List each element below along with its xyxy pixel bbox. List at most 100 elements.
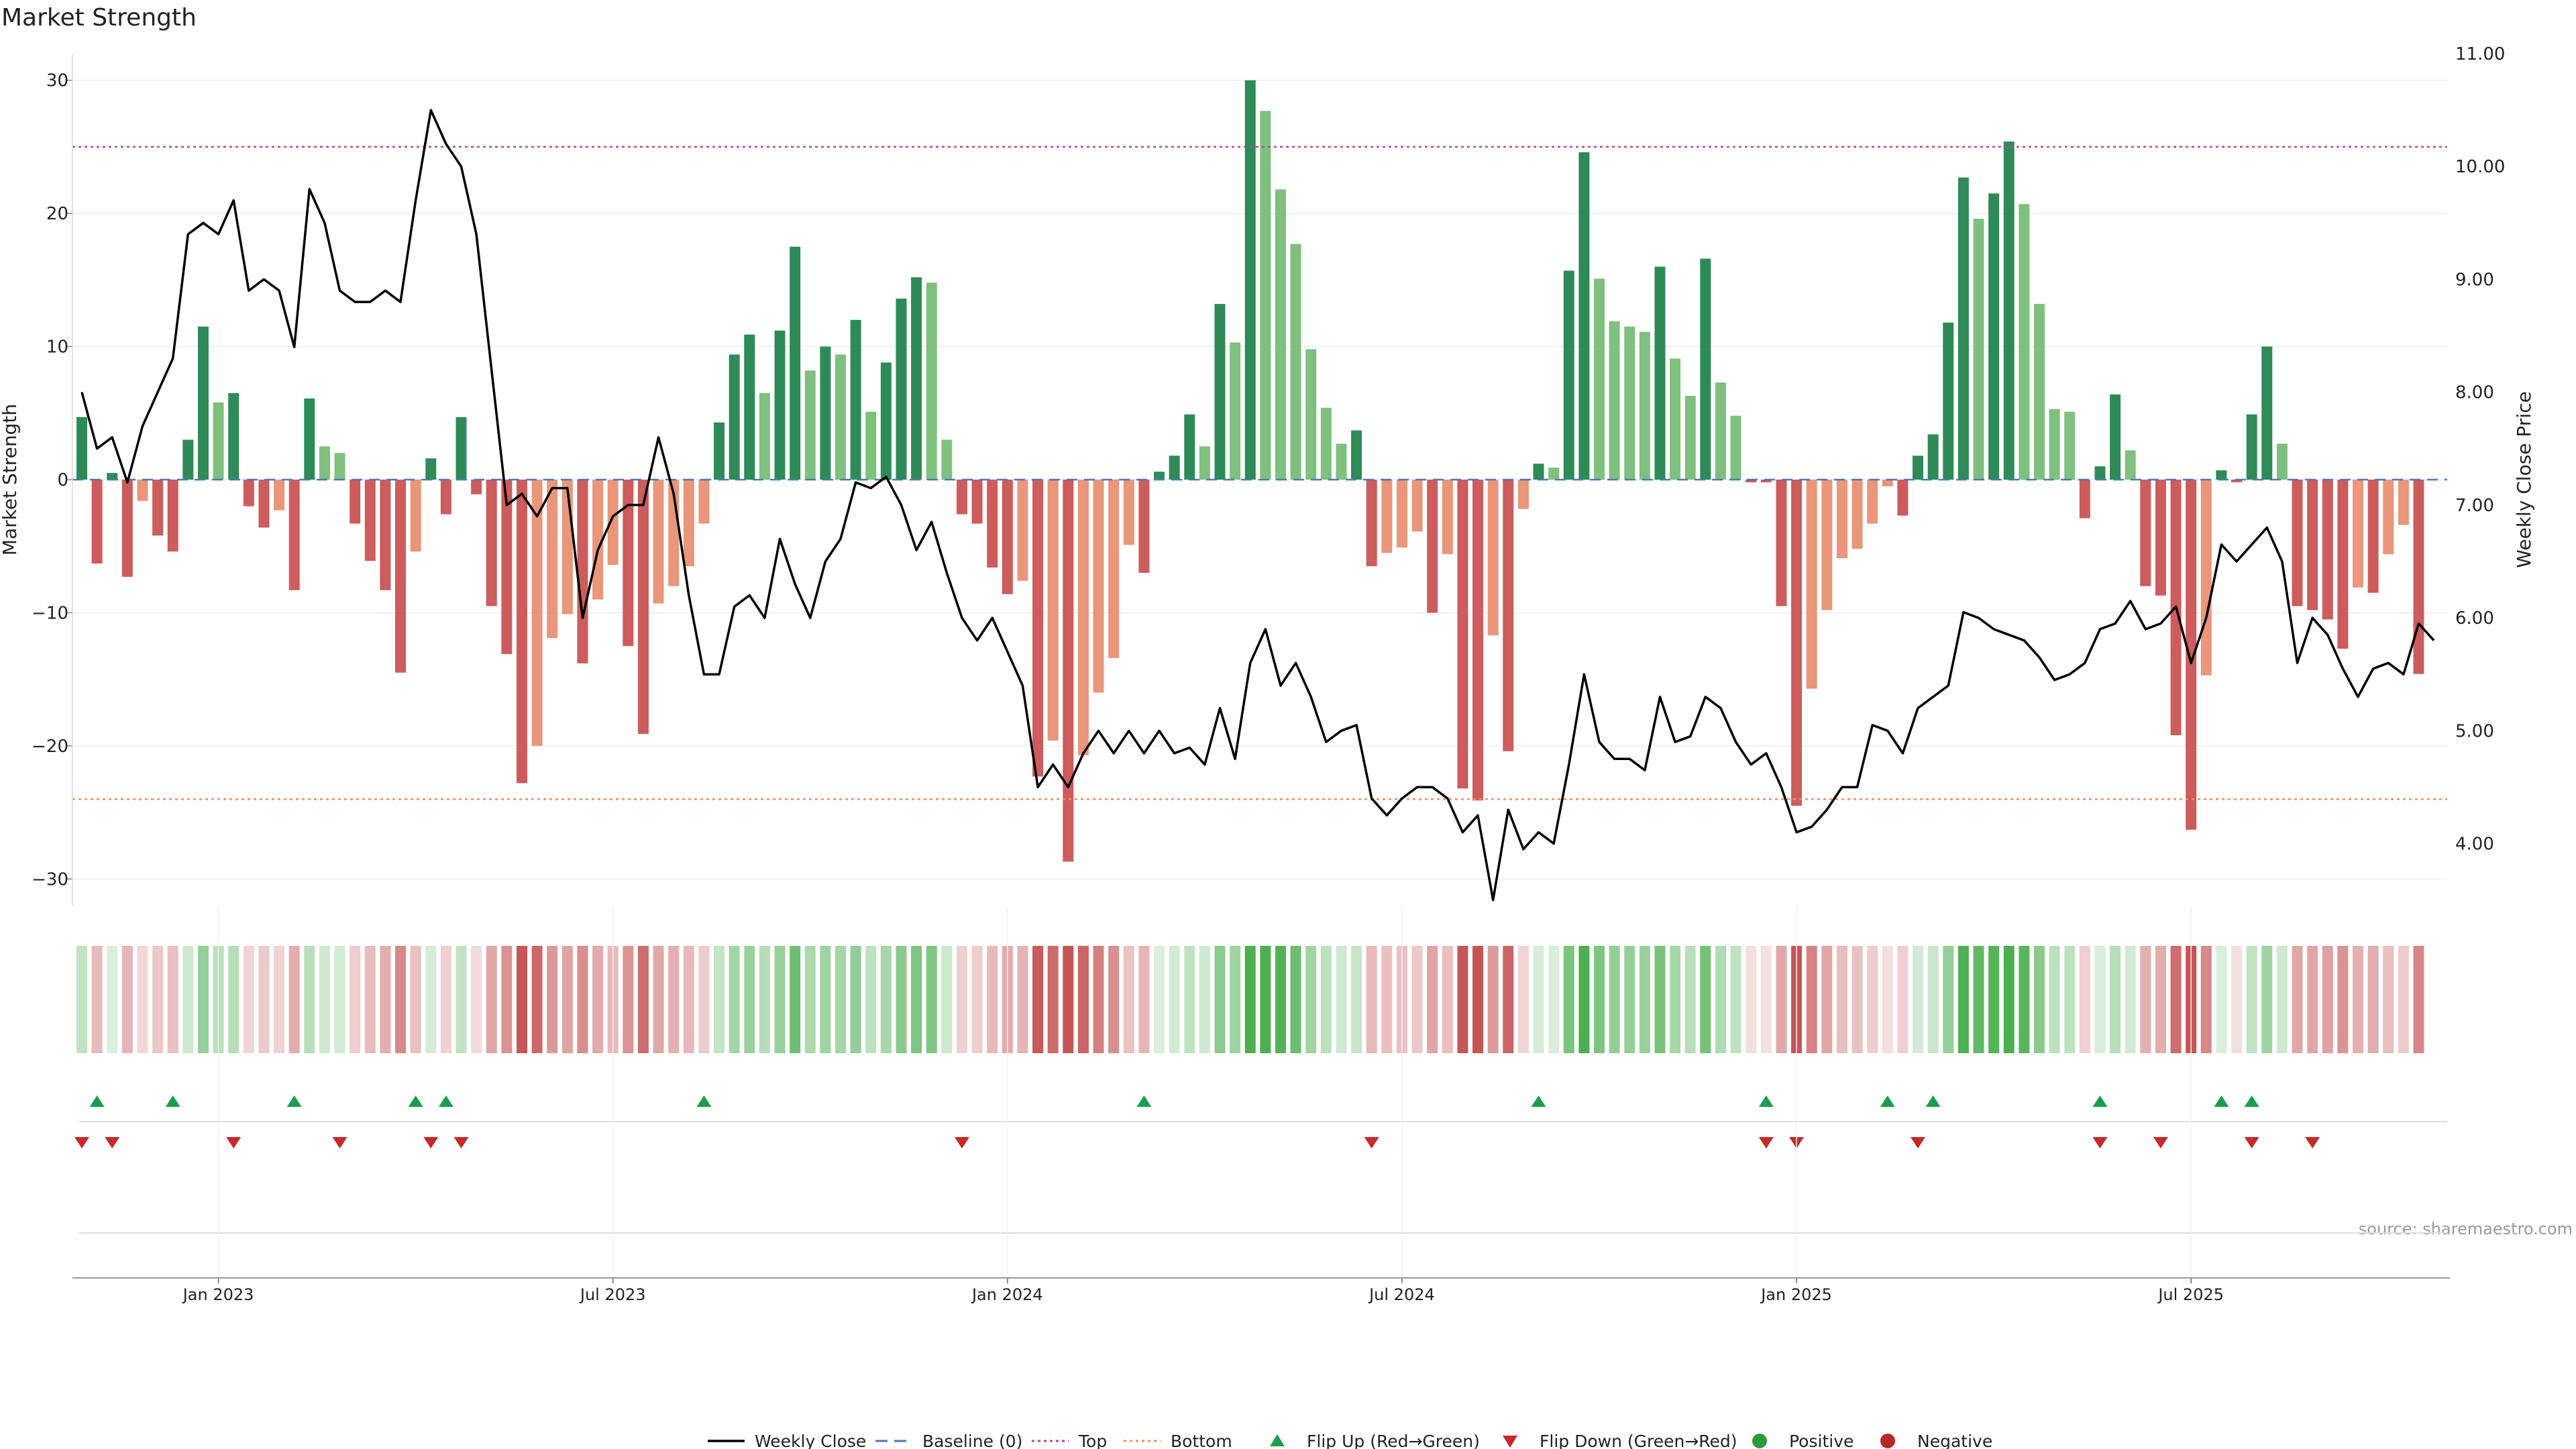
heat-cell (1867, 946, 1878, 1053)
right-tick-label: 11.00 (2455, 44, 2505, 64)
strength-bar (1154, 472, 1165, 480)
heat-cell (121, 946, 133, 1053)
heat-cell (1670, 946, 1681, 1053)
strength-bar (759, 393, 770, 480)
heat-cell (2307, 946, 2318, 1053)
strength-bar (2353, 480, 2363, 588)
strength-bar (911, 277, 922, 480)
heat-cell (1897, 946, 1909, 1053)
right-tick-label: 7.00 (2455, 496, 2494, 516)
heat-cell (2125, 946, 2136, 1053)
strength-bar (2155, 480, 2166, 596)
strength-bar (364, 480, 376, 561)
heat-cell (1123, 946, 1134, 1053)
heat-cell (714, 946, 725, 1053)
heat-cell (2094, 946, 2106, 1053)
flip-up-marker (408, 1095, 423, 1107)
heat-cell (486, 946, 497, 1053)
strength-bar (804, 370, 816, 480)
strength-bar (1624, 326, 1635, 480)
strength-bar (790, 246, 801, 480)
legend-label: Flip Down (Green→Red) (1540, 1432, 1737, 1449)
heat-cell (2353, 946, 2363, 1053)
flip-up-marker (1531, 1095, 1546, 1107)
strength-bar (820, 346, 831, 480)
strength-bar (1002, 480, 1013, 594)
heat-cell (2110, 946, 2121, 1053)
heat-cell (243, 946, 254, 1053)
strength-bar (956, 480, 967, 515)
strength-bar (2367, 480, 2379, 593)
strength-bar (1169, 455, 1180, 480)
strength-bar (2216, 470, 2227, 480)
heat-cell (1230, 946, 1241, 1053)
flip-down-marker (2244, 1137, 2259, 1148)
heat-cell (1821, 946, 1833, 1053)
strength-bar (1381, 480, 1393, 553)
strength-bar (1776, 480, 1787, 606)
legend-swatch-circle (1880, 1434, 1895, 1448)
heat-cell (1927, 946, 1939, 1053)
heat-cell (880, 946, 892, 1053)
strength-bar (1913, 455, 1924, 480)
strength-bar (2398, 480, 2409, 525)
legend-label: Top (1078, 1432, 1107, 1449)
weekly-close-line (80, 109, 2435, 902)
heat-cell (698, 946, 710, 1053)
strength-bar (1715, 382, 1726, 480)
heat-cell (334, 946, 345, 1053)
strength-bar (2322, 480, 2333, 620)
strength-bar (577, 480, 588, 663)
heat-cell (790, 946, 801, 1053)
heat-cell (2246, 946, 2257, 1053)
heat-cell (1730, 946, 1741, 1053)
strength-bar (1836, 480, 1847, 559)
heat-cell (1244, 946, 1256, 1053)
right-tick-label: 5.00 (2455, 721, 2494, 741)
heat-cell (1594, 946, 1605, 1053)
heat-cell (258, 946, 270, 1053)
strength-bar (350, 480, 361, 524)
left-tick-label: 10 (46, 337, 68, 358)
strength-bar (1230, 342, 1241, 480)
strength-bar (121, 480, 133, 577)
heat-cell (2170, 946, 2182, 1053)
strength-bar (1821, 480, 1833, 610)
strength-bar (1943, 322, 1954, 480)
heat-cell (850, 946, 861, 1053)
heat-cell (2003, 946, 2015, 1053)
heat-cell (835, 946, 846, 1053)
flip-up-marker (286, 1095, 302, 1107)
strength-bar (1305, 349, 1317, 480)
strength-bar (941, 439, 953, 480)
strength-bar (1882, 480, 1893, 486)
heat-cell (1032, 946, 1044, 1053)
strength-bar (774, 330, 786, 480)
heat-cell (2292, 946, 2303, 1053)
flip-down-marker (226, 1137, 241, 1148)
strength-bar (1791, 480, 1803, 806)
heat-cell (1214, 946, 1226, 1053)
strength-bar (683, 480, 694, 566)
left-tick-label: −30 (32, 869, 68, 890)
heat-cell (1427, 946, 1438, 1053)
legend-label: Baseline (0) (922, 1432, 1022, 1449)
y-axis-label-left: Market Strength (0, 404, 21, 555)
strength-bar (334, 453, 345, 480)
strength-bar (1366, 480, 1377, 566)
right-axis-ticks: 4.00 5.00 6.00 7.00 8.00 9.00 10.00 11.00 (2455, 44, 2505, 854)
heat-cell (410, 946, 421, 1053)
strength-bar (274, 480, 285, 511)
heat-cell (2019, 946, 2030, 1053)
legend-label: Bottom (1171, 1432, 1232, 1449)
heat-cell (137, 946, 148, 1053)
strength-bar (1746, 480, 1757, 482)
strength-bar (1517, 480, 1529, 509)
strength-bar (607, 480, 619, 565)
legend-label: Positive (1789, 1432, 1854, 1449)
strength-bar (380, 480, 391, 590)
strength-bar (1320, 407, 1332, 480)
heat-cell (987, 946, 998, 1053)
flip-up-marker (1925, 1095, 1941, 1107)
strength-bar (2307, 480, 2318, 610)
